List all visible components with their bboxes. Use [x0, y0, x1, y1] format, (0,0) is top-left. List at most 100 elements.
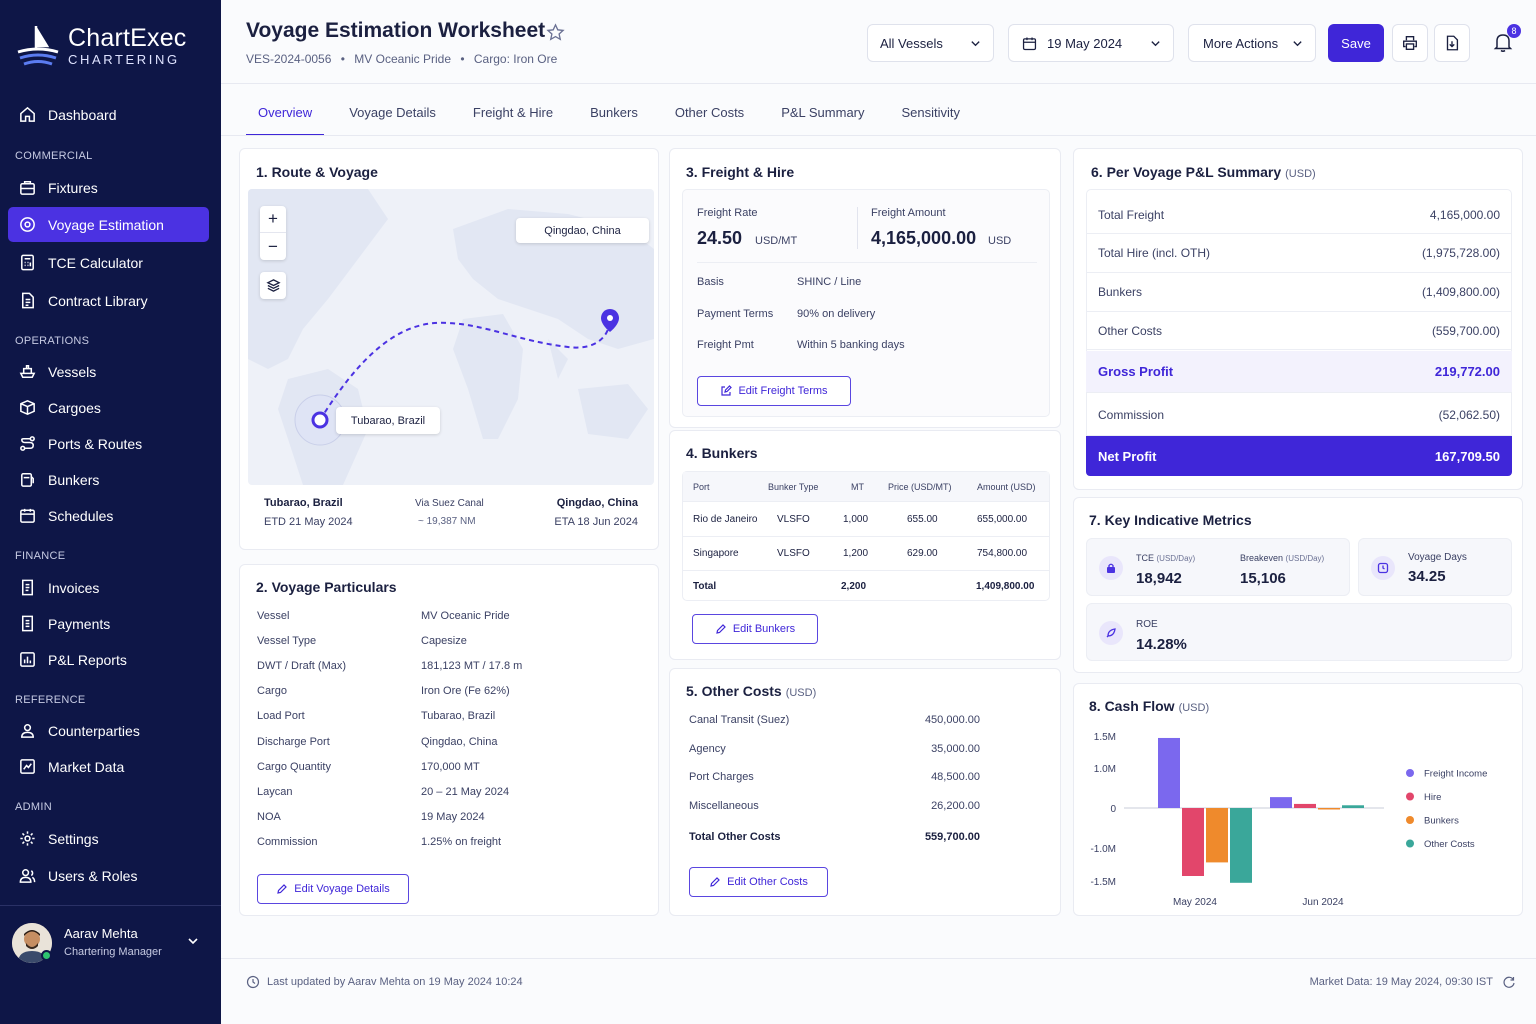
zoom-out-button[interactable]: −: [268, 236, 278, 256]
nav-vessels[interactable]: Vessels: [8, 354, 209, 389]
tab-voyage-details[interactable]: Voyage Details: [349, 105, 436, 120]
date-value: 19 May 2024: [1047, 35, 1123, 51]
freight-term-value: SHINC / Line: [797, 276, 862, 288]
bar-hire[interactable]: [1182, 808, 1204, 876]
bunker-cell: 655,000.00: [977, 514, 1028, 525]
nav-users-roles[interactable]: Users & Roles: [8, 858, 209, 893]
freight-rate-unit: USD/MT: [755, 235, 798, 247]
nav-section-operations: OPERATIONS: [15, 335, 90, 347]
timer-icon: [1377, 562, 1389, 574]
brand-logo[interactable]: ChartExec CHARTERING: [14, 22, 187, 70]
freight-term-value: 90% on delivery: [797, 307, 876, 320]
nav-ports-routes[interactable]: Ports & Routes: [8, 426, 209, 461]
user-profile[interactable]: Aarav Mehta Chartering Manager: [0, 905, 221, 1024]
print-button[interactable]: [1392, 24, 1428, 62]
zoom-in-button[interactable]: +: [260, 206, 286, 233]
legend-swatch: [1406, 792, 1414, 801]
tab-p-l-summary[interactable]: P&L Summary: [781, 105, 865, 120]
tce-label: TCE: [1136, 553, 1154, 563]
breakeven-unit: (USD/Day): [1285, 554, 1325, 563]
nav-settings[interactable]: Settings: [8, 821, 209, 856]
bar-hire[interactable]: [1294, 803, 1316, 808]
particular-label: Load Port: [257, 710, 305, 723]
bunker-cell: 1,200: [843, 548, 869, 559]
user-role: Chartering Manager: [64, 946, 162, 958]
chevron-down-icon: [971, 41, 980, 47]
commission-row: Commission (52,062.50): [1086, 394, 1512, 436]
bar-freight-income[interactable]: [1158, 737, 1180, 808]
calculator-icon: [21, 254, 34, 271]
bar-other-costs[interactable]: [1230, 808, 1252, 883]
nav-market-data[interactable]: Market Data: [8, 749, 209, 784]
nav-fixtures[interactable]: Fixtures: [8, 170, 209, 205]
tab-other-costs[interactable]: Other Costs: [674, 105, 745, 120]
more-actions-dropdown[interactable]: More Actions: [1188, 24, 1316, 62]
bar-bunkers[interactable]: [1318, 808, 1340, 810]
nav-voyage-estimation-label: Voyage Estimation: [48, 216, 164, 233]
nav-contract-library[interactable]: Contract Library: [8, 283, 209, 318]
vessel-filter-dropdown[interactable]: All Vessels: [867, 24, 994, 62]
bunker-cell: VLSFO: [777, 514, 810, 525]
tab-freight-hire[interactable]: Freight & Hire: [472, 105, 554, 120]
chevron-down-icon[interactable]: [186, 934, 200, 948]
star-icon[interactable]: [546, 23, 565, 42]
nav-cargoes[interactable]: Cargoes: [8, 390, 209, 425]
nav-counterparties[interactable]: Counterparties: [8, 713, 209, 748]
other-cost-value: 48,500.00: [931, 771, 980, 783]
pnl-summary-card: 6. Per Voyage P&L Summary (USD) Gross Pro…: [1073, 148, 1523, 490]
edit-other-costs-button[interactable]: Edit Other Costs: [689, 867, 828, 897]
bunker-header-cell: Bunker Type: [768, 482, 819, 492]
y-tick-label: -1.5M: [1090, 877, 1116, 888]
layers-button[interactable]: [260, 272, 286, 299]
particulars-title: 2. Voyage Particulars: [256, 579, 397, 595]
particular-value: 170,000 MT: [421, 760, 480, 773]
nav-voyage-estimation[interactable]: Voyage Estimation: [8, 207, 209, 242]
save-button[interactable]: Save: [1328, 24, 1384, 62]
other-cost-value: 26,200.00: [931, 799, 980, 812]
nav-pl-reports[interactable]: P&L Reports: [8, 642, 209, 677]
nav-bunkers[interactable]: Bunkers: [8, 462, 209, 497]
calendar-icon: [1022, 37, 1037, 50]
bar-bunkers[interactable]: [1206, 808, 1228, 863]
tab-sensitivity[interactable]: Sensitivity: [901, 105, 961, 120]
date-picker[interactable]: 19 May 2024: [1008, 24, 1174, 62]
tce-unit: (USD/Day): [1156, 554, 1196, 563]
nav-dashboard[interactable]: Dashboard: [8, 97, 209, 132]
invoice-icon: [21, 579, 34, 596]
edit-bunkers-button[interactable]: Edit Bunkers: [692, 614, 818, 644]
header-vessel: MV Oceanic Pride: [354, 52, 451, 66]
particular-label: Cargo: [257, 685, 287, 698]
pnl-row-value: (1,975,728.00): [1421, 246, 1500, 261]
nav-schedules[interactable]: Schedules: [8, 498, 209, 533]
edit-voyage-details-button[interactable]: Edit Voyage Details: [257, 874, 409, 904]
bar-freight-income[interactable]: [1270, 797, 1292, 808]
pnl-title: 6. Per Voyage P&L Summary: [1091, 164, 1282, 180]
nav-section-commercial: COMMERCIAL: [15, 150, 93, 162]
tab-overview[interactable]: Overview: [246, 88, 325, 136]
bar-other-costs[interactable]: [1342, 805, 1364, 808]
pnl-title-wrap: 6. Per Voyage P&L Summary (USD): [1091, 164, 1316, 180]
layers-icon: [265, 279, 281, 292]
nav-tce-calculator[interactable]: TCE Calculator: [8, 245, 209, 280]
freight-rate-label: Freight Rate: [697, 207, 758, 219]
page-title: Voyage Estimation Worksheet: [246, 19, 546, 42]
chart-icon: [20, 759, 35, 774]
legend-swatch: [1406, 816, 1414, 824]
route-origin: Tubarao, Brazil: [264, 497, 343, 509]
net-profit-row: Net Profit 167,709.50: [1086, 436, 1512, 476]
nav-payments[interactable]: Payments: [8, 606, 209, 641]
other-costs-title-wrap: 5. Other Costs (USD): [686, 683, 816, 699]
key-metrics-card: 7. Key Indicative Metrics TCE (USD/Day) …: [1073, 497, 1523, 673]
nav-contract-library-label: Contract Library: [48, 292, 148, 309]
market-data-status: Market Data: 19 May 2024, 09:30 IST: [1310, 975, 1516, 989]
edit-freight-terms-button[interactable]: Edit Freight Terms: [697, 376, 851, 406]
refresh-icon[interactable]: [1502, 975, 1516, 989]
bunker-row-divider: [683, 570, 1049, 571]
nav-invoices[interactable]: Invoices: [8, 570, 209, 605]
export-button[interactable]: [1434, 24, 1470, 62]
tab-bunkers[interactable]: Bunkers: [590, 105, 638, 120]
route-map[interactable]: Qingdao, China Tubarao, Brazil + −: [248, 189, 654, 485]
other-cost-label: Canal Transit (Suez): [689, 714, 790, 726]
bell-icon[interactable]: [1491, 30, 1515, 54]
freight-term-value: Within 5 banking days: [797, 339, 905, 351]
